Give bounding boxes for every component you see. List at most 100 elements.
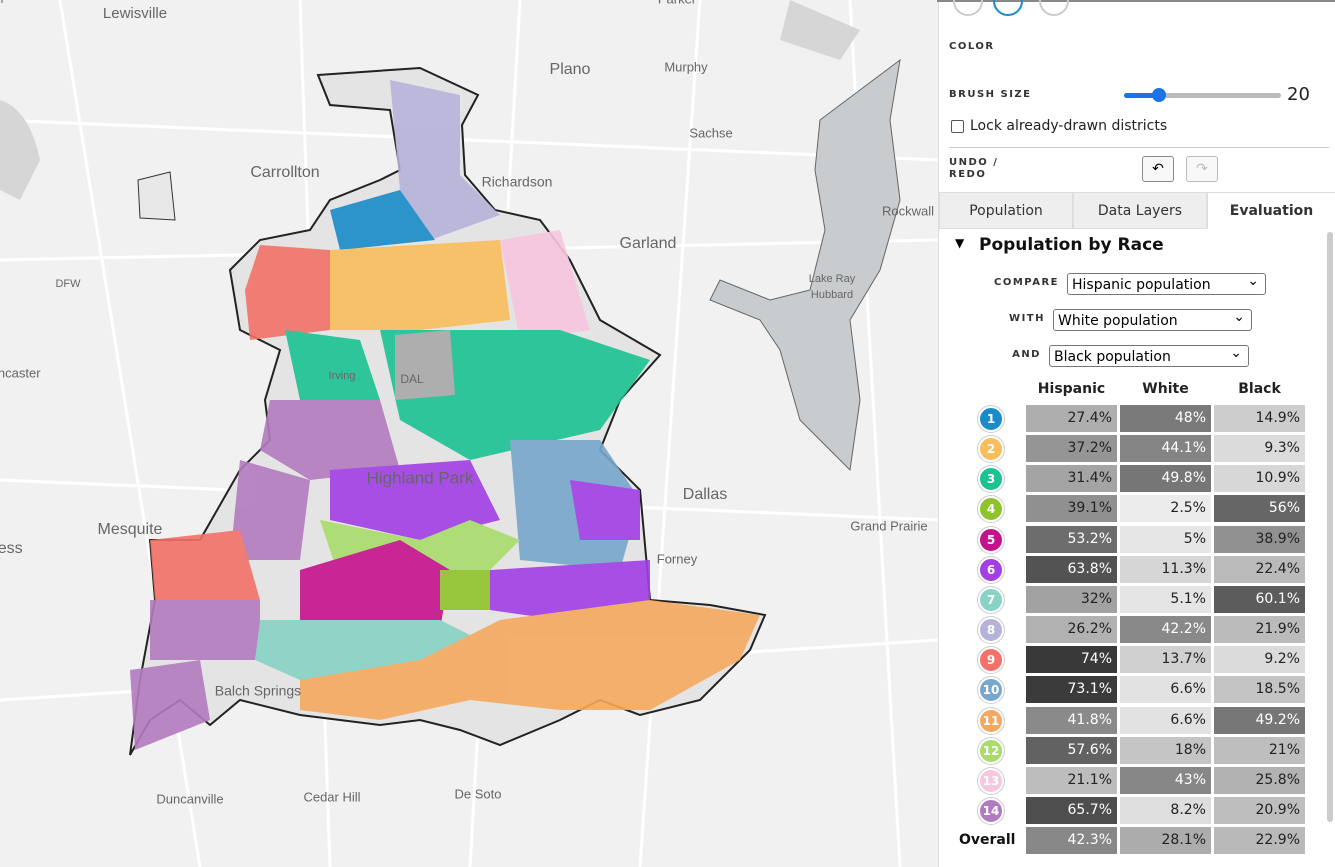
redo-label: REDO [949,169,987,180]
tab[interactable]: Data Layers [1073,192,1207,229]
district-badge: 13 [978,767,1004,794]
separator [949,147,1329,148]
tab[interactable]: Population [939,192,1073,229]
compare-label: WITH [1009,313,1045,324]
district-badge: 11 [978,707,1004,734]
table-cell: 32% [1026,585,1117,613]
redo-button[interactable]: ↷ [1186,156,1218,182]
table-cell: 9.2% [1214,646,1305,674]
table-cell: 2.5% [1120,495,1211,523]
undo-button[interactable]: ↶ [1142,156,1174,182]
table-cell: 10.9% [1214,465,1305,493]
table-cell: 44.1% [1120,435,1211,463]
district-badge: 1 [978,406,1004,432]
slider-knob[interactable] [1152,88,1166,102]
table-cell: 37.2% [1026,435,1117,463]
map-labels: Lewisville Plano Murphy Parker Sachse Carroll… [0,0,934,806]
tool-icon[interactable] [1039,0,1069,16]
compare-label: COMPARE [994,277,1059,288]
table-cell: 21.1% [1026,766,1117,794]
outline [137,171,176,221]
table-cell: 13.7% [1120,646,1211,674]
district-badge: 5 [978,526,1004,553]
table-cell: 9.3% [1214,435,1305,463]
column-header: Black [1238,381,1281,397]
collapse-arrow[interactable]: ▼ [955,236,965,250]
table-cell: 31.4% [1026,465,1117,493]
map-label: DFW [55,278,81,290]
table-cell: 53.2% [1026,525,1117,553]
color-label: COLOR [949,41,995,52]
table-cell: 5.1% [1120,585,1211,613]
district-badge: 14 [978,797,1004,824]
table-cell: 26.2% [1026,616,1117,644]
select[interactable]: Black population [1049,342,1249,367]
tool-icon[interactable] [953,0,983,16]
district-badge: 3 [978,466,1004,493]
table-cell: 21.9% [1214,616,1305,644]
map-label: Lake Ray [809,273,856,285]
table-cell: 56% [1214,495,1305,523]
scrollbar[interactable] [1327,232,1333,822]
side-panel: COLOR BRUSH SIZE 20 Lock already-drawn d… [938,0,1335,867]
map-label: Lancaster [0,365,41,380]
select[interactable]: Hispanic population [1067,270,1266,295]
compare-label: AND [1012,349,1041,360]
table-cell: 63.8% [1026,555,1117,583]
map-label: Carrollton [250,164,319,181]
map-label: Parker [658,0,697,6]
table-cell: 6.6% [1120,706,1211,734]
checkbox[interactable] [951,120,964,133]
map-label: n [0,0,3,6]
section-title: Population by Race [979,235,1164,255]
map-label: Richardson [482,174,553,190]
table-cell: 48% [1120,405,1211,432]
lake [709,58,901,472]
map-label: Forney [657,551,698,566]
table-cell: 74% [1026,646,1117,674]
table-cell: 25.8% [1214,766,1305,794]
tab[interactable]: Evaluation [1207,192,1335,229]
map-label: Grand Prairie [850,518,927,533]
district-badge: 9 [978,647,1004,674]
map-label: De Soto [455,786,502,801]
slider-track[interactable] [1124,93,1281,98]
map-label: Hubbard [811,289,853,301]
map-label: Plano [550,61,591,78]
table-cell: 49.2% [1214,706,1305,734]
table-cell: 22.4% [1214,555,1305,583]
table-cell: 41.8% [1026,706,1117,734]
table-cell: 6.6% [1120,676,1211,704]
map[interactable]: Lewisville Plano Murphy Parker Sachse Carroll… [0,0,938,867]
table-cell: 22.9% [1214,827,1305,855]
district-badge: 4 [978,496,1004,523]
map-label: Sachse [689,125,732,140]
map-label: Garland [620,235,677,252]
map-label: uless [0,540,23,557]
table-cell: 38.9% [1214,525,1305,553]
table-cell: 28.1% [1120,827,1211,855]
district-badge: 12 [978,737,1004,764]
brush-label: BRUSH SIZE [949,89,1032,100]
table-cell: 8.2% [1120,796,1211,824]
map-label: DAL [400,372,424,386]
table-cell: 57.6% [1026,736,1117,764]
district-badge: 2 [978,436,1004,463]
district-badge: 7 [978,586,1004,613]
map-label: Murphy [664,59,708,74]
overall-label: Overall [959,832,1016,849]
table-cell: 18.5% [1214,676,1305,704]
column-header: Hispanic [1037,381,1106,397]
table-cell: 42.2% [1120,616,1211,644]
district-badge: 10 [978,677,1004,704]
column-header: White [1142,381,1189,397]
map-label: Highland Park [367,468,474,487]
map-label: Mesquite [98,521,163,538]
map-label: Dallas [683,486,727,503]
table-cell: 27.4% [1026,405,1117,432]
select[interactable]: White population [1053,306,1252,331]
table-cell: 73.1% [1026,676,1117,704]
tool-icon[interactable] [993,0,1023,16]
table-cell: 18% [1120,736,1211,764]
